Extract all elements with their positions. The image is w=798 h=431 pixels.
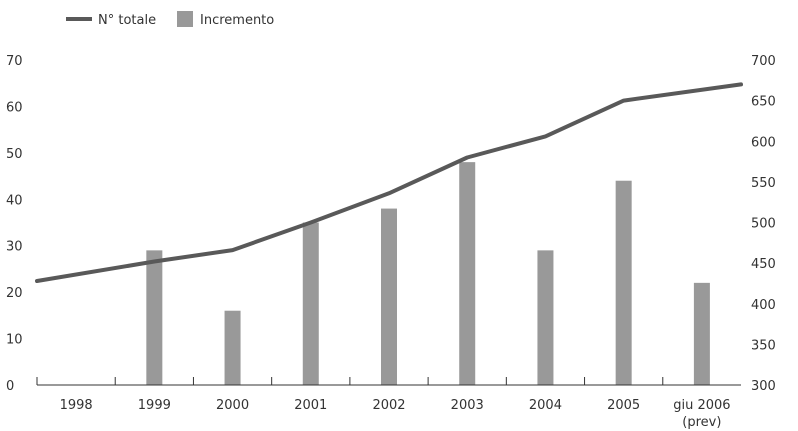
left-tick-label: 10	[6, 333, 23, 348]
left-tick-label: 40	[6, 193, 23, 208]
right-tick-label: 600	[751, 135, 776, 150]
right-tick-label: 350	[751, 338, 776, 353]
x-axis-labels: 1998 1999 2000 2001 2002 2003 2004 2005 giu 2006…	[60, 398, 731, 430]
x-tick-label: 2004	[529, 398, 562, 413]
right-tick-label: 550	[751, 176, 776, 191]
bar	[693, 282, 710, 385]
x-tick-sublabel: (prev)	[682, 415, 721, 430]
bar	[224, 310, 241, 385]
right-tick-label: 400	[751, 298, 776, 313]
bar	[381, 208, 397, 385]
legend-bar-swatch	[177, 11, 193, 27]
bar	[459, 162, 476, 385]
left-tick-label: 30	[6, 240, 23, 255]
right-tick-label: 650	[751, 95, 776, 110]
left-tick-label: 0	[6, 379, 14, 394]
right-tick-label: 500	[751, 217, 776, 232]
x-tick-label: 2003	[451, 398, 484, 413]
right-tick-label: 300	[751, 379, 776, 394]
left-tick-label: 60	[6, 100, 23, 115]
left-tick-label: 50	[6, 147, 23, 162]
bar-series	[146, 162, 710, 385]
bar	[615, 180, 632, 385]
left-tick-label: 70	[6, 54, 23, 69]
x-tick-label: 1999	[138, 398, 171, 413]
x-tick-label: 2002	[372, 398, 405, 413]
bar	[537, 250, 554, 385]
left-tick-label: 20	[6, 286, 23, 301]
legend: N° totale Incremento	[66, 11, 274, 28]
x-axis	[36, 377, 741, 386]
right-tick-label: 450	[751, 257, 776, 272]
right-tick-label: 700	[751, 54, 776, 69]
x-tick-label: 2005	[607, 398, 640, 413]
x-tick-label: giu 2006	[673, 398, 730, 413]
line-path	[35, 82, 743, 283]
x-tick-label: 1998	[60, 398, 93, 413]
bar	[302, 222, 319, 385]
x-tick-label: 2000	[216, 398, 249, 413]
legend-label-bar: Incremento	[200, 13, 274, 28]
legend-label-line: N° totale	[98, 13, 156, 28]
line-series	[35, 82, 743, 283]
left-axis-ticks: 0 10 20 30 40 50 60 70	[6, 54, 23, 394]
bar	[146, 250, 163, 385]
x-tick-label: 2001	[294, 398, 327, 413]
right-axis-ticks: 300 350 400 450 500 550 600 650 700	[751, 54, 776, 394]
